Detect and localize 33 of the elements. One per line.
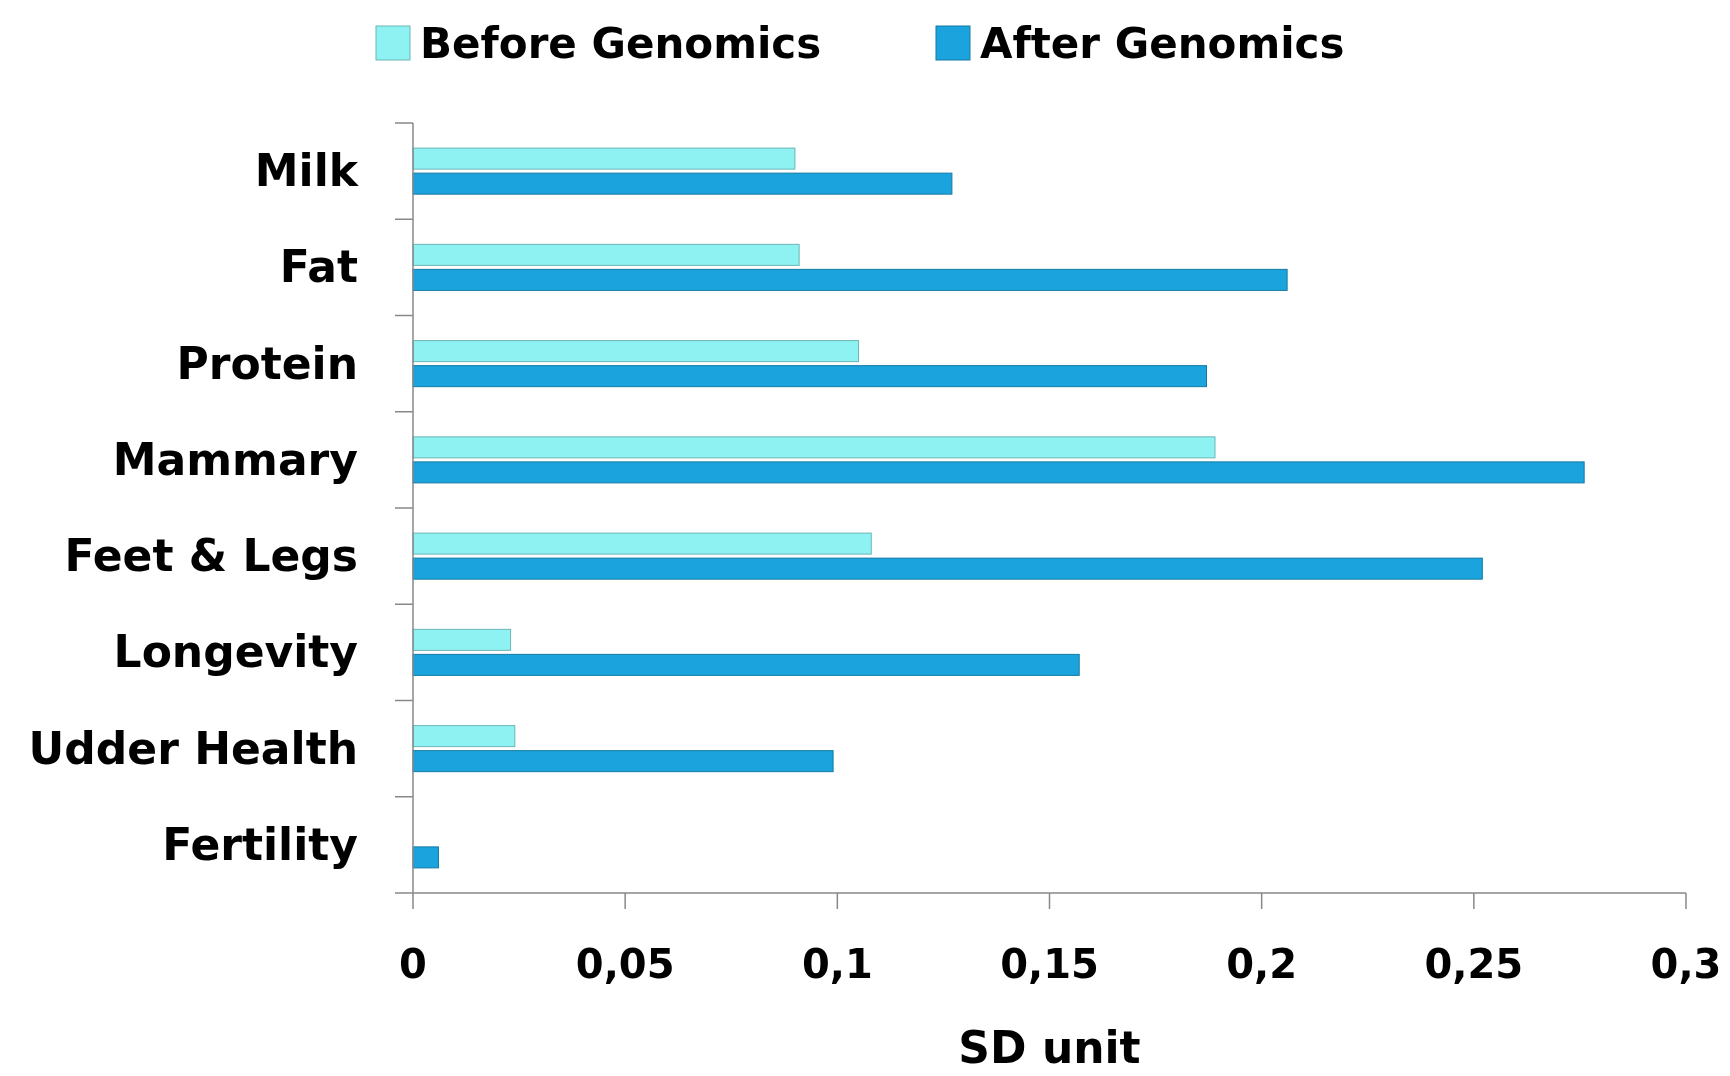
y-tick-label: Longevity	[113, 626, 358, 678]
y-tick-label: Mammary	[112, 433, 358, 485]
bar	[412, 725, 516, 748]
bar	[412, 461, 1585, 484]
y-tick-label: Fat	[279, 241, 358, 293]
y-tick-label: Protein	[176, 337, 358, 389]
x-tick-label: 0,05	[575, 941, 675, 987]
bar	[412, 436, 1216, 459]
x-axis-title: SD unit	[958, 1022, 1141, 1073]
legend-label: After Genomics	[980, 19, 1345, 68]
bar	[412, 653, 1080, 676]
bar	[412, 268, 1288, 291]
bar	[412, 340, 860, 363]
x-tick-label: 0,2	[1226, 941, 1298, 987]
x-tick-label: 0	[399, 941, 427, 987]
y-tick-label: Milk	[254, 145, 360, 197]
bar	[412, 172, 953, 195]
bar	[412, 628, 512, 651]
x-tick-label: 0,3	[1650, 941, 1722, 987]
legend-label: Before Genomics	[420, 19, 822, 68]
bar	[412, 365, 1207, 388]
x-tick-label: 0,1	[801, 941, 873, 987]
y-tick-label: Fertility	[162, 818, 358, 870]
bar	[412, 532, 872, 555]
x-tick-label: 0,25	[1424, 941, 1524, 987]
x-tick-label: 0,15	[1000, 941, 1099, 987]
bar	[412, 243, 800, 266]
bar	[412, 147, 796, 170]
bar	[412, 557, 1483, 580]
bar	[412, 750, 834, 773]
bar	[412, 846, 439, 869]
y-tick-label: Feet & Legs	[64, 530, 358, 582]
y-tick-label: Udder Health	[28, 722, 358, 774]
